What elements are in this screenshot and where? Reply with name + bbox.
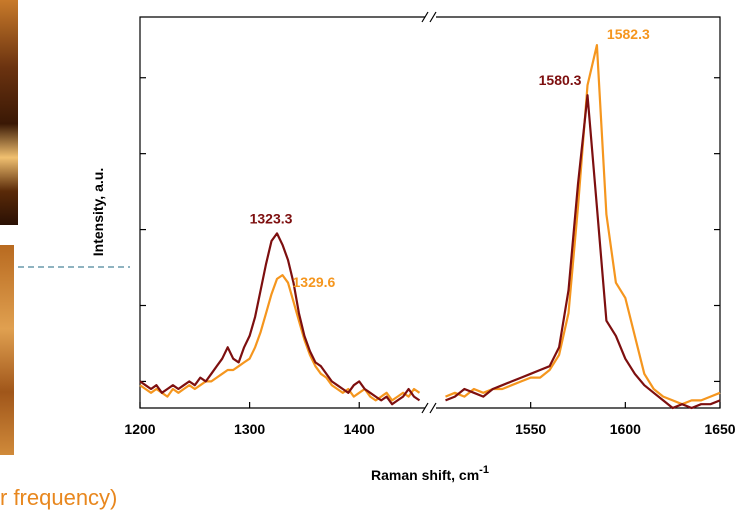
spectrum-line: [139, 232, 421, 406]
x-label-sup: -1: [479, 464, 489, 476]
y-axis-label: Intensity, a.u.: [90, 168, 106, 256]
spectrum-line: [445, 44, 721, 406]
x-tick-label: 1650: [704, 421, 735, 437]
x-axis-label: Raman shift, cm-1: [371, 464, 489, 483]
axis-frame: [139, 16, 721, 409]
x-tick-label: 1550: [515, 421, 546, 437]
spectrum-line: [139, 274, 421, 402]
x-tick-label: 1300: [234, 421, 265, 437]
x-tick-label: 1600: [610, 421, 641, 437]
peak-label: 1323.3: [250, 210, 293, 226]
peak-label: 1329.6: [293, 274, 336, 290]
axis-break: [421, 11, 437, 23]
plot-area: 1200 1300 1400 1550 1600 1650 1323.3 1329.6 1580…: [124, 11, 736, 437]
afm-image: [0, 245, 14, 455]
spectrum-line: [445, 94, 721, 410]
x-tick-label: 1400: [344, 421, 375, 437]
x-tick-label: 1200: [124, 421, 155, 437]
x-label-main: Raman shift, cm: [371, 467, 479, 483]
axis-break: [421, 402, 437, 414]
fragment-text: r frequency): [0, 485, 117, 510]
afm-image: [0, 0, 18, 225]
peak-label: 1580.3: [539, 72, 582, 88]
peak-label: 1582.3: [607, 26, 650, 42]
